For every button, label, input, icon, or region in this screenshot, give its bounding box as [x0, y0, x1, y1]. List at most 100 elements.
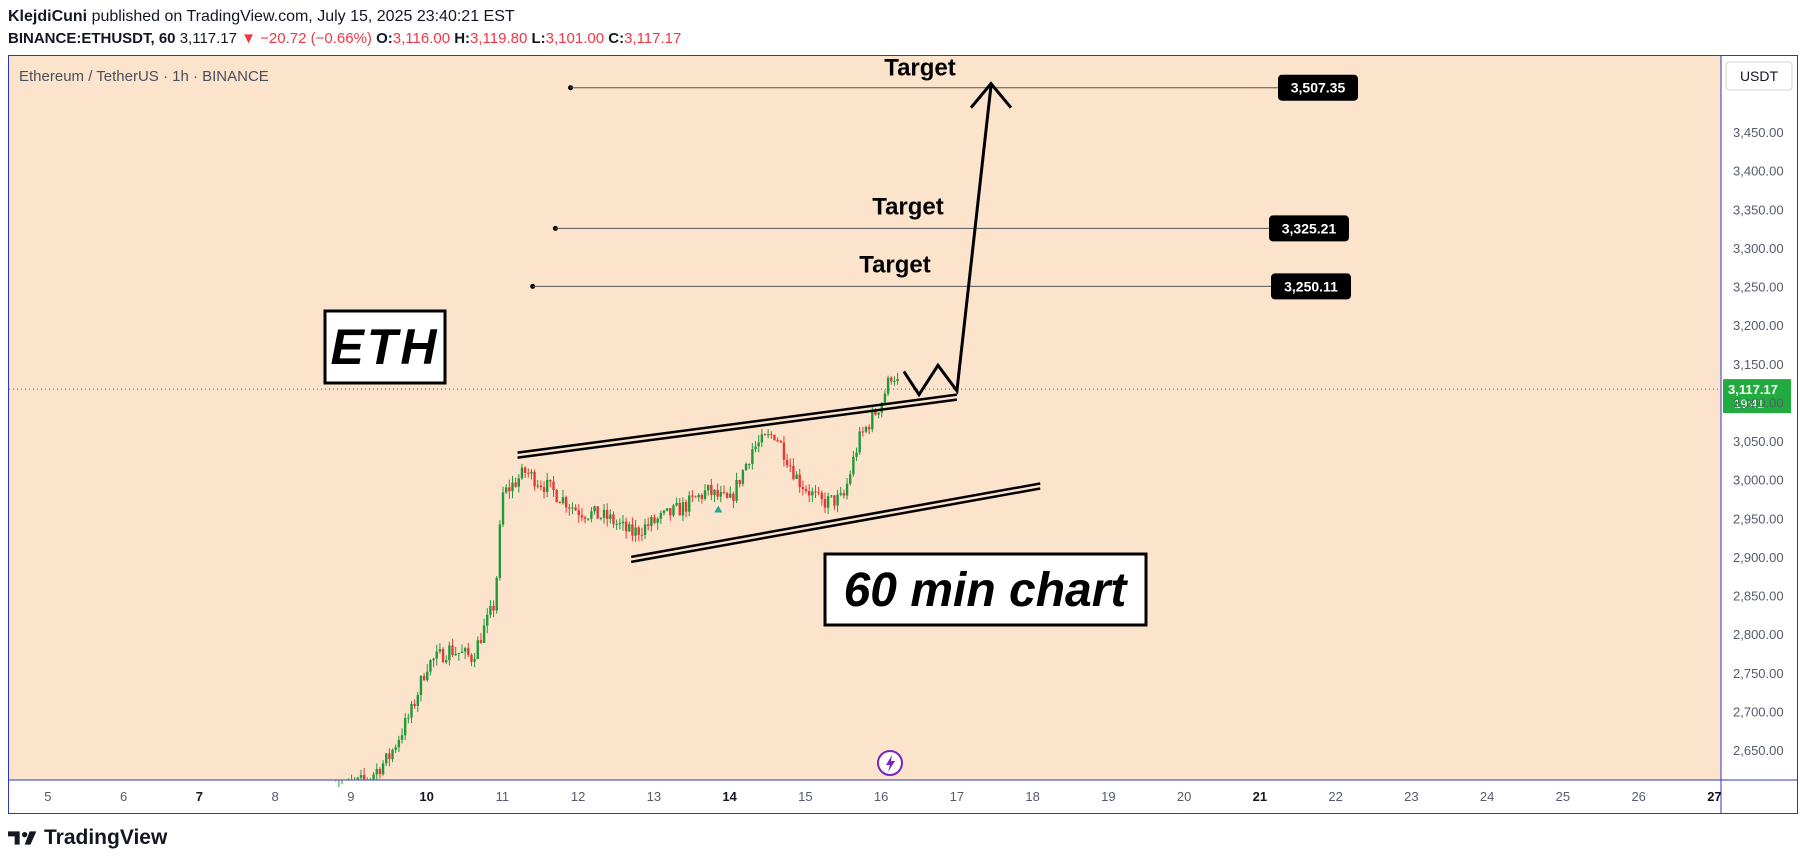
candle-body: [539, 485, 543, 488]
tradingview-logo[interactable]: TradingView: [8, 826, 167, 850]
candle-body: [435, 651, 438, 659]
currency-box[interactable]: [1725, 61, 1793, 91]
candle-body: [839, 493, 842, 495]
candle-body: [760, 434, 764, 443]
candle: [852, 450, 855, 477]
candle-body: [675, 502, 678, 506]
target-label: Target: [884, 55, 956, 82]
candle-body: [385, 753, 388, 764]
candle-body: [618, 523, 622, 525]
x-tick-label: 9: [347, 789, 354, 804]
candle-body: [476, 640, 479, 659]
candle-body: [564, 497, 568, 508]
candle: [849, 470, 852, 486]
candle: [407, 713, 410, 724]
candle: [706, 484, 710, 496]
candle-body: [372, 774, 375, 780]
candle-body: [634, 527, 637, 536]
candle: [441, 647, 445, 663]
candle-body: [811, 491, 814, 496]
candle: [555, 488, 558, 503]
candle: [473, 652, 476, 668]
candle: [609, 509, 612, 524]
candle: [378, 766, 382, 779]
x-tick-label: 24: [1480, 789, 1494, 804]
projection-path[interactable]: [902, 85, 993, 398]
y-tick-label: 3,000.00: [1733, 473, 1784, 488]
candle-body: [587, 518, 590, 520]
candle-body: [612, 514, 615, 525]
candle-body: [375, 768, 378, 775]
candle-body: [549, 479, 552, 482]
candle-body: [896, 378, 899, 381]
candle: [403, 713, 407, 741]
candle: [836, 489, 839, 513]
last-price-text: 3,117.17: [179, 30, 237, 47]
candle-body: [574, 507, 577, 511]
time-axis-area[interactable]: [9, 780, 1721, 813]
projection-arrowhead: [969, 81, 1013, 109]
candle-body: [735, 479, 738, 501]
candle-body: [729, 493, 732, 498]
candle: [631, 517, 634, 542]
target-line-group[interactable]: 3,325.21 Target: [552, 193, 1349, 242]
symbol-label: BINANCE:ETHUSDT, 60: [8, 30, 176, 47]
candle: [397, 735, 401, 752]
author-name[interactable]: KlejdiCuni: [8, 8, 88, 25]
timeframe-label-box: 60 min chart: [823, 552, 1148, 627]
candle: [369, 778, 372, 781]
candle: [536, 479, 539, 489]
chart-pane[interactable]: [9, 56, 1721, 780]
candle: [381, 760, 385, 776]
candle-body: [391, 749, 394, 760]
candle-body: [672, 505, 675, 516]
price-axis-area[interactable]: [1721, 56, 1797, 780]
x-tick-label: 22: [1328, 789, 1342, 804]
candle-body: [820, 492, 824, 499]
candle: [820, 490, 824, 506]
candle-body: [650, 517, 653, 526]
candle-body: [523, 467, 527, 473]
candle-body: [362, 774, 366, 780]
candle-body: [795, 474, 798, 479]
timeframe-label: 60 min chart: [844, 564, 1129, 617]
candle: [650, 514, 653, 532]
target-price-label: 3,507.35: [1291, 80, 1346, 96]
x-tick-label: 27: [1707, 789, 1721, 804]
candle-body: [842, 493, 846, 496]
candle: [845, 478, 849, 500]
candle-body: [590, 511, 593, 519]
candle: [886, 375, 890, 397]
candle-body: [445, 660, 448, 663]
candle: [798, 468, 801, 493]
target-line-group[interactable]: 3,250.11 Target: [530, 251, 1351, 300]
candle: [858, 427, 861, 455]
candle: [486, 608, 489, 634]
x-tick-label: 14: [722, 789, 737, 804]
channel-upper-line[interactable]: [517, 393, 958, 459]
channel-lower-line[interactable]: [630, 482, 1041, 564]
alert-icon[interactable]: [877, 750, 903, 776]
y-tick-label: 2,750.00: [1733, 666, 1784, 681]
candle: [479, 633, 483, 644]
candle: [498, 520, 502, 581]
candle: [864, 425, 868, 434]
candle: [410, 700, 413, 724]
candle: [896, 372, 899, 385]
candle: [640, 527, 644, 542]
x-tick-label: 16: [874, 789, 888, 804]
candle: [766, 429, 770, 439]
target-line-group[interactable]: 3,507.35 Target: [568, 55, 1358, 101]
candle: [457, 652, 461, 661]
candle-body: [511, 482, 514, 492]
candle-body: [776, 440, 779, 442]
candle: [372, 772, 375, 780]
candle: [605, 503, 609, 527]
candle: [722, 485, 726, 495]
candle-body: [504, 487, 508, 493]
candle: [890, 376, 893, 385]
candle: [662, 509, 666, 516]
eth-label-box: ETH: [323, 309, 447, 385]
candle-body: [710, 484, 713, 496]
